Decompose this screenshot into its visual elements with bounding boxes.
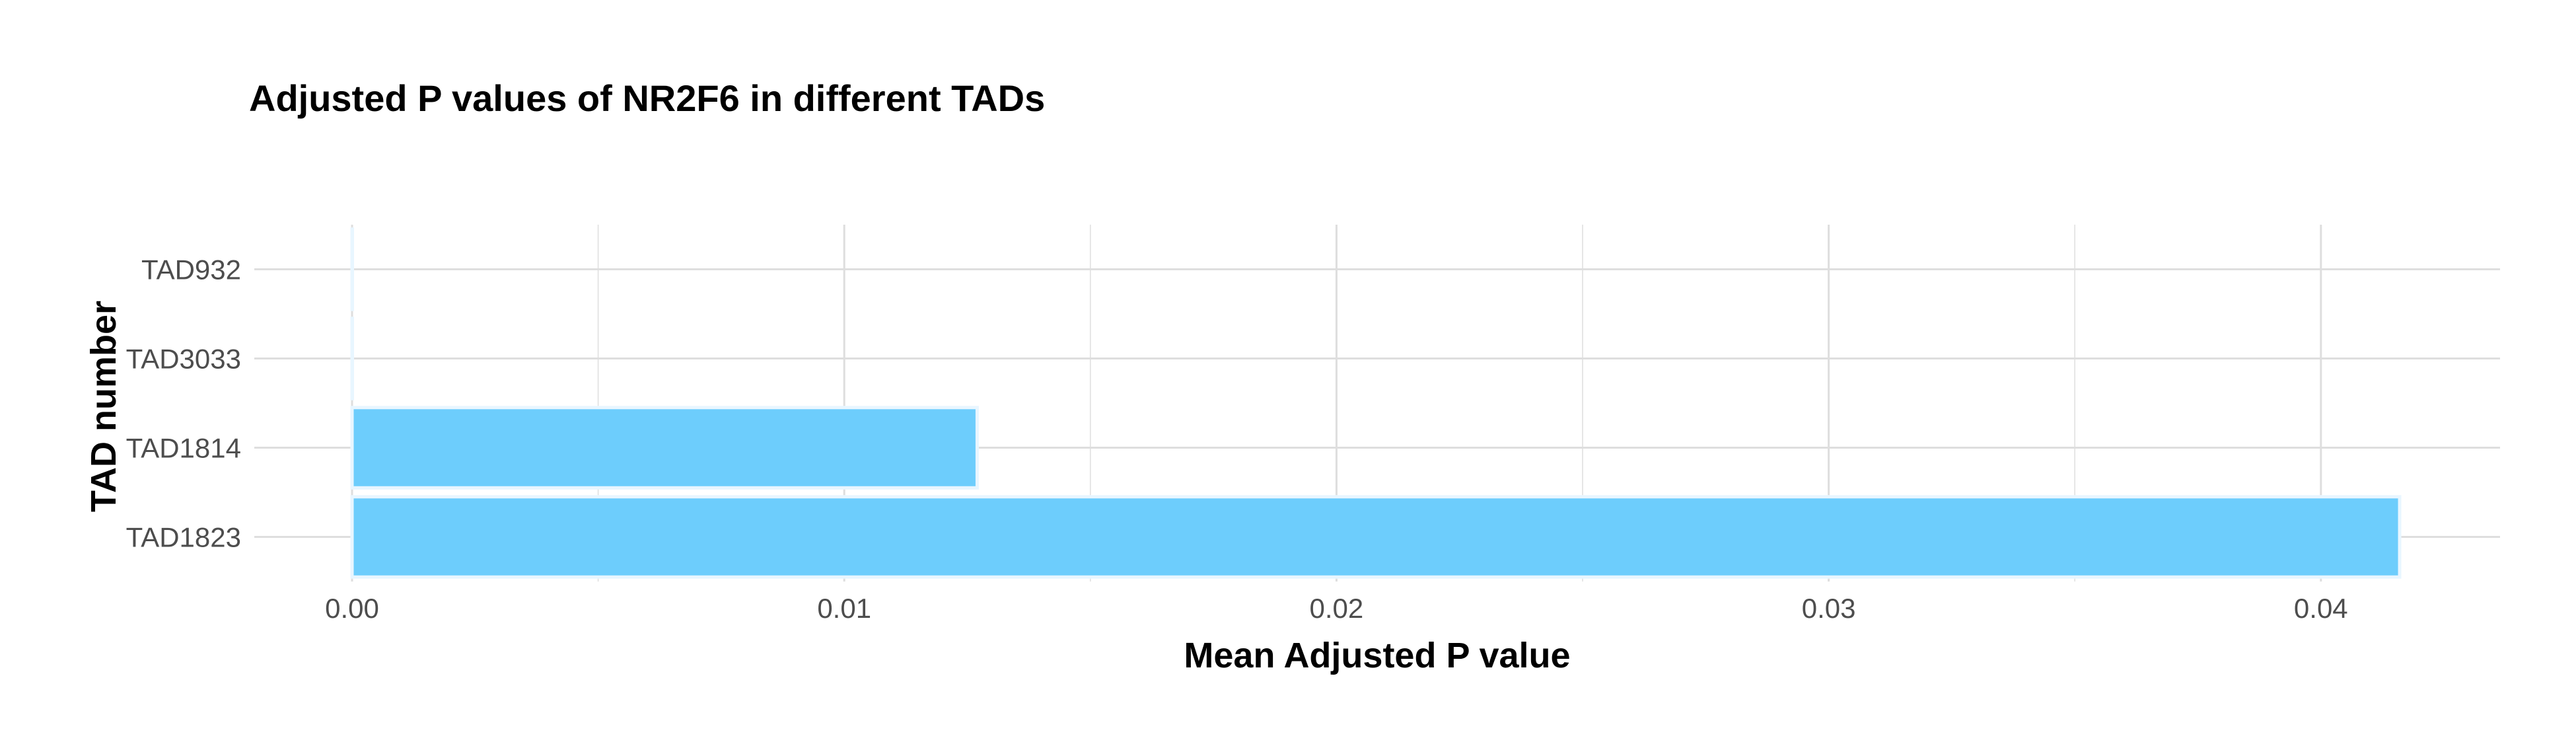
x-tick-label: 0.02 xyxy=(1310,593,1364,624)
bar-tad3033 xyxy=(350,317,354,400)
x-tick-label: 0.04 xyxy=(2294,593,2348,624)
bar-tad932 xyxy=(350,227,354,311)
x-axis-ticks: 0.00 0.01 0.02 0.03 0.04 xyxy=(325,593,2348,624)
y-tick-label: TAD3033 xyxy=(126,344,241,375)
y-axis-title: TAD number xyxy=(84,301,124,512)
y-tick-label: TAD1823 xyxy=(126,522,241,553)
x-tick-label: 0.03 xyxy=(1802,593,1856,624)
x-tick-label: 0.01 xyxy=(817,593,871,624)
x-axis-title: Mean Adjusted P value xyxy=(1184,636,1570,675)
bar-tad1823 xyxy=(350,495,2402,579)
bars xyxy=(350,227,2402,579)
chart-title: Adjusted P values of NR2F6 in different … xyxy=(249,77,1045,119)
x-tick-label: 0.00 xyxy=(325,593,379,624)
y-tick-label: TAD932 xyxy=(141,254,241,285)
y-tick-label: TAD1814 xyxy=(126,433,241,464)
bar-tad1814 xyxy=(350,406,979,490)
y-axis-ticks: TAD1823 TAD1814 TAD3033 TAD932 xyxy=(126,254,241,553)
